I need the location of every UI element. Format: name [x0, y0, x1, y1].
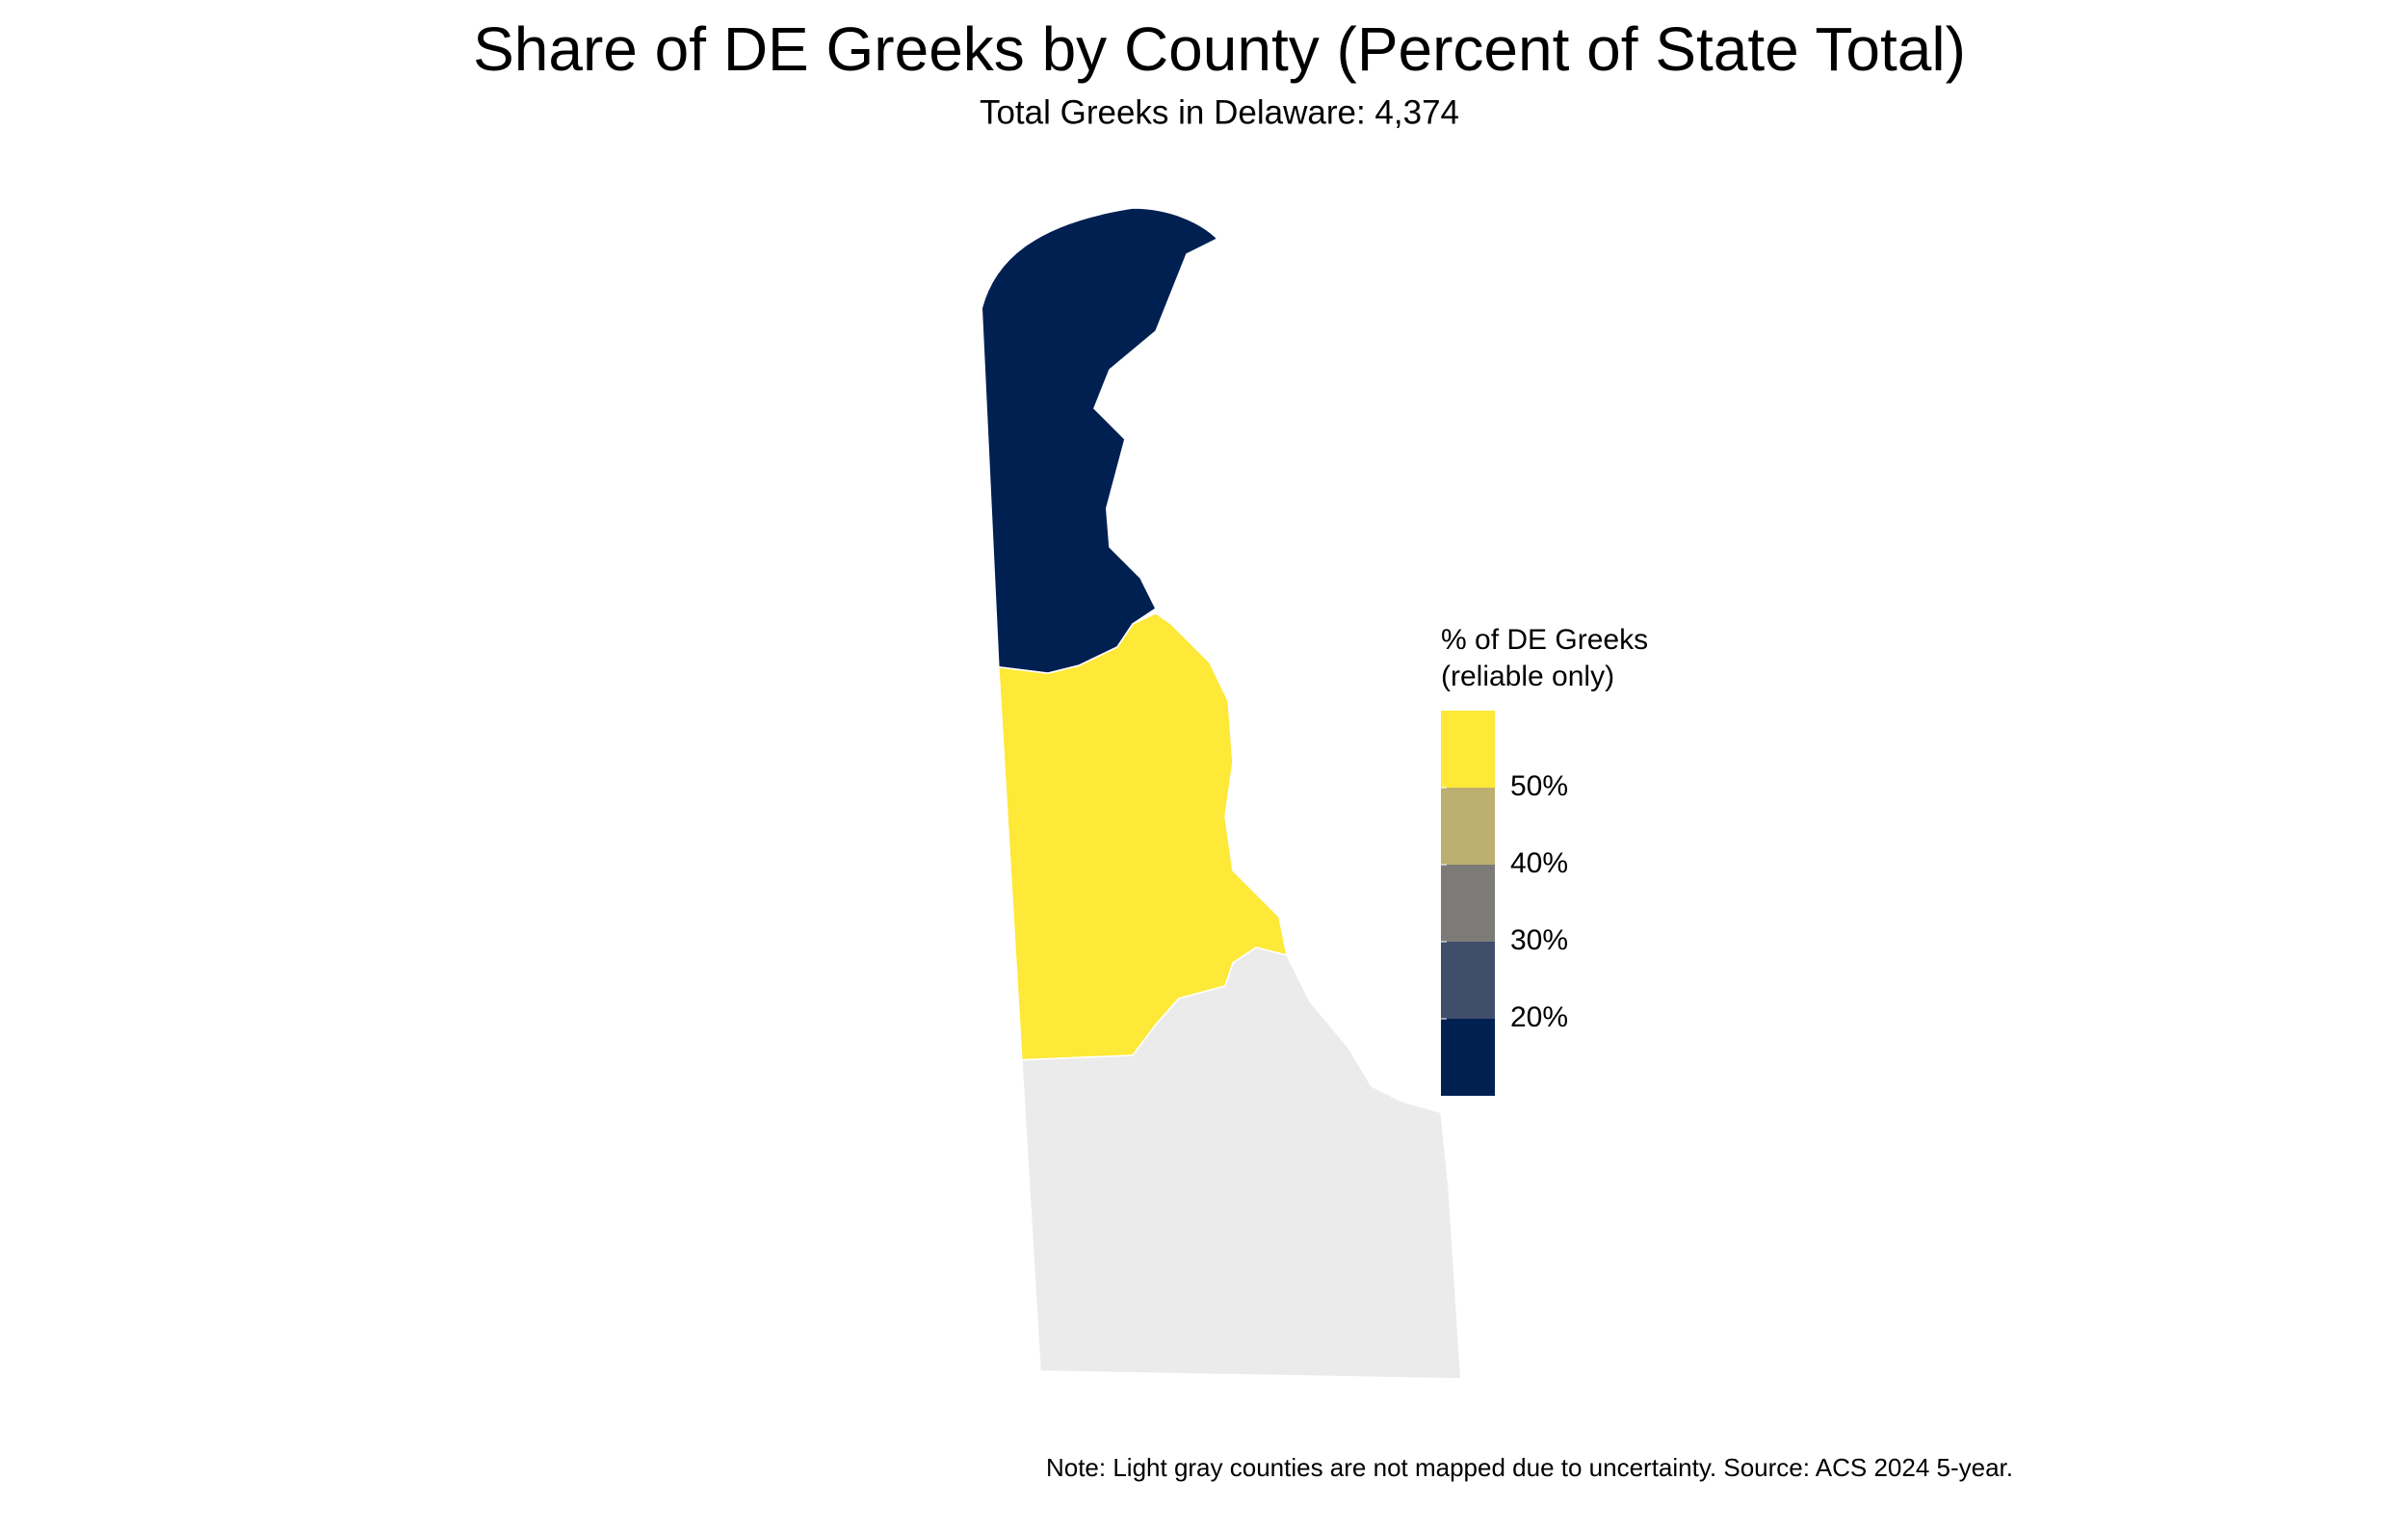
map	[981, 207, 1462, 1380]
legend-swatch	[1441, 942, 1495, 1019]
legend-tick-label: 20%	[1510, 1001, 1568, 1033]
legend-tick-label: 50%	[1510, 770, 1568, 802]
legend-swatch	[1441, 1019, 1495, 1096]
chart-title: Share of DE Greeks by County (Percent of…	[473, 14, 1966, 84]
legend-swatch	[1441, 711, 1495, 788]
legend: % of DE Greeks (reliable only) 20% 30% 40%…	[1441, 624, 1648, 1096]
chart-subtitle: Total Greeks in Delaware: 4,374	[980, 93, 1459, 131]
legend-title: (reliable only)	[1441, 661, 1614, 692]
legend-swatch	[1441, 788, 1495, 865]
legend-tick-label: 40%	[1510, 847, 1568, 879]
legend-title: % of DE Greeks	[1441, 624, 1648, 656]
county	[981, 207, 1219, 675]
legend-tick-label: 30%	[1510, 924, 1568, 956]
legend-swatch	[1441, 865, 1495, 942]
note: Note: Light gray counties are not mapped…	[1046, 1453, 2013, 1482]
county	[1020, 947, 1462, 1380]
